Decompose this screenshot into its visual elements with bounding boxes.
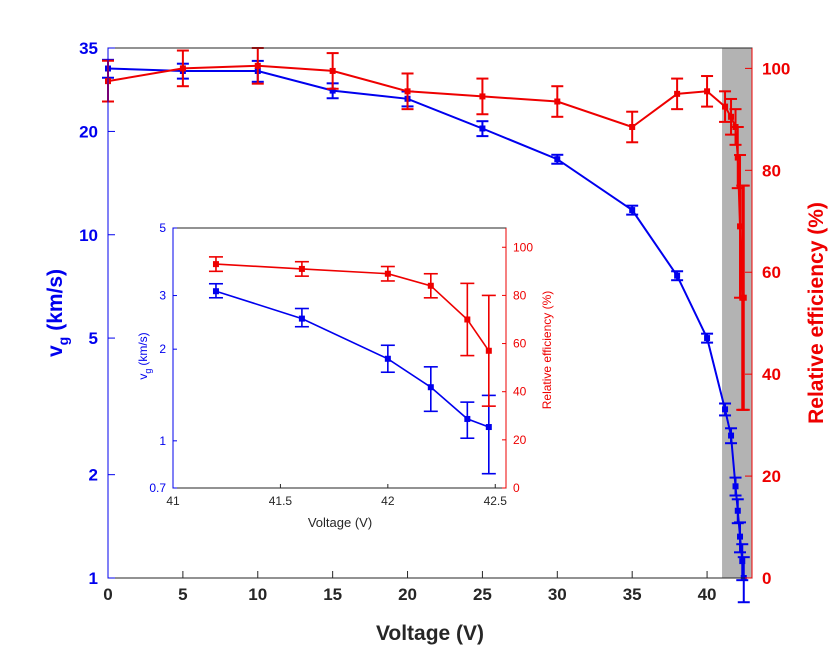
inset-plot: 41 41.5 42 42.5 0.7 1 2 3 5 0 20 40 60 80 100 Voltage …: [136, 221, 554, 530]
main-ytick-right-label: 100: [762, 59, 790, 78]
inset-vg-point: [485, 424, 492, 431]
main-ytick-left-label: 1: [89, 569, 98, 588]
main-vg-point: [734, 507, 741, 514]
main-eff-point: [629, 123, 636, 130]
main-eff-point: [179, 65, 186, 72]
inset-ylabel-left: vg (km/s): [136, 332, 153, 379]
main-ytick-left-label: 5: [89, 329, 98, 348]
inset-eff-point: [212, 261, 219, 268]
inset-ylabel-right: Relative efficiency (%): [540, 291, 554, 410]
inset-ytick-left-label: 3: [159, 289, 166, 303]
inset-xtick-label: 42.5: [484, 494, 508, 508]
inset-eff-point: [427, 282, 434, 289]
main-vg-point: [737, 533, 744, 540]
inset-eff-point: [464, 316, 471, 323]
inset-xlabel: Voltage (V): [308, 515, 372, 530]
main-series-layer: [102, 47, 750, 604]
main-vg-point: [732, 483, 739, 490]
main-ylabel-right: Relative efficiency (%): [805, 202, 828, 424]
inset-eff-point: [485, 347, 492, 354]
inset-ytick-left-label: 1: [159, 434, 166, 448]
inset-vg-point: [212, 288, 219, 295]
inset-series-layer: [208, 256, 496, 475]
main-vg-point: [722, 406, 729, 413]
inset-ytick-right-label: 100: [513, 240, 533, 254]
main-ytick-left-label: 35: [79, 39, 98, 58]
main-xtick-label: 15: [323, 585, 342, 604]
main-ytick-right-label: 80: [762, 161, 781, 180]
main-eff-point: [728, 113, 735, 120]
main-ytick-right-label: 60: [762, 263, 781, 282]
main-eff-point: [254, 62, 261, 69]
inset-vg-line: [215, 290, 490, 428]
main-eff-point: [404, 88, 411, 95]
inset-ylabel-left-sub: g: [143, 369, 153, 374]
inset-ytick-left-label: 0.7: [149, 481, 166, 495]
main-ytick-right-label: 40: [762, 365, 781, 384]
main-xlabel: Voltage (V): [376, 622, 484, 645]
main-ylabel-left-symbol: v: [44, 345, 67, 357]
inset-vg-point: [298, 315, 305, 322]
main-vg-point: [479, 125, 486, 132]
inset-ytick-left-label: 5: [159, 221, 166, 235]
main-vg-point: [554, 156, 561, 163]
main-vg-point: [629, 207, 636, 214]
main-xtick-label: 5: [178, 585, 187, 604]
main-ytick-left-label: 10: [79, 226, 98, 245]
inset-xtick-label: 42: [381, 494, 395, 508]
main-eff-point: [674, 90, 681, 97]
main-ytick-left-label: 2: [89, 466, 98, 485]
main-eff-point: [734, 154, 741, 161]
inset-eff-line: [215, 263, 490, 352]
inset-ytick-right-label: 20: [513, 433, 527, 447]
main-vg-point: [728, 432, 735, 439]
main-ylabel-left: vg (km/s): [44, 269, 71, 357]
inset-xtick-label: 41: [166, 494, 180, 508]
inset-vg-point: [384, 355, 391, 362]
inset-background: [173, 228, 506, 488]
main-eff-point: [737, 223, 744, 230]
main-vg-point: [704, 335, 711, 342]
main-ytick-left-label: 20: [79, 122, 98, 141]
inset-ytick-left-label: 2: [159, 342, 166, 356]
inset-ytick-right-label: 0: [513, 481, 520, 495]
main-xtick-label: 40: [698, 585, 717, 604]
main-xtick-label: 20: [398, 585, 417, 604]
main-vg-point: [329, 87, 336, 94]
main-xtick-label: 0: [103, 585, 112, 604]
inset-ytick-right-label: 40: [513, 385, 527, 399]
main-eff-point: [740, 294, 747, 301]
inset-ylabel-left-unit: (km/s): [136, 332, 150, 365]
main-ylabel-left-sub: g: [55, 337, 71, 346]
inset-xtick-label: 41.5: [269, 494, 293, 508]
main-eff-point: [479, 93, 486, 100]
main-ytick-right-label: 0: [762, 569, 771, 588]
inset-vg-point: [427, 384, 434, 391]
main-xtick-label: 25: [473, 585, 492, 604]
inset-axes: 41 41.5 42 42.5 0.7 1 2 3 5 0 20 40 60 80 100: [149, 221, 533, 508]
main-eff-point: [554, 98, 561, 105]
main-vg-point: [674, 272, 681, 279]
main-ytick-right-label: 20: [762, 467, 781, 486]
main-xtick-label: 10: [248, 585, 267, 604]
main-eff-point: [722, 103, 729, 110]
main-eff-point: [704, 88, 711, 95]
inset-ytick-right-label: 80: [513, 288, 527, 302]
main-xtick-label: 30: [548, 585, 567, 604]
inset-vg-point: [464, 415, 471, 422]
inset-eff-point: [298, 265, 305, 272]
main-vg-point: [739, 558, 746, 565]
inset-eff-point: [384, 270, 391, 277]
inset-ylabel-left-symbol: v: [136, 374, 150, 380]
main-eff-point: [329, 67, 336, 74]
inset-ytick-right-label: 60: [513, 337, 527, 351]
main-ylabel-left-unit: (km/s): [44, 269, 67, 331]
main-xtick-label: 35: [623, 585, 642, 604]
